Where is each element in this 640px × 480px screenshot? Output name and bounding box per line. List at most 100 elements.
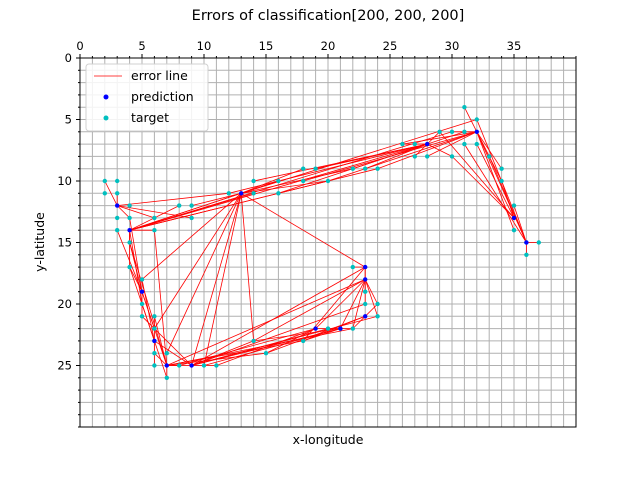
target-point — [301, 338, 306, 344]
target-point — [251, 178, 256, 184]
legend-label: error line — [131, 68, 188, 83]
target-point — [449, 154, 455, 159]
target-point — [449, 129, 455, 134]
target-point — [375, 166, 380, 171]
prediction-point — [127, 228, 132, 233]
error-line — [377, 131, 477, 170]
error-line — [129, 131, 453, 231]
prediction-point — [164, 363, 169, 368]
error-line — [154, 230, 168, 366]
y-tick-label: 25 — [57, 359, 72, 373]
prediction-point — [511, 215, 517, 221]
target-point — [102, 178, 108, 184]
target-point — [487, 154, 492, 159]
error-line — [352, 316, 366, 329]
legend-box — [85, 63, 209, 132]
x-tick-label: 5 — [138, 39, 145, 53]
error-line — [141, 192, 242, 280]
prediction-point — [239, 191, 244, 196]
target-point — [214, 363, 219, 368]
error-line — [216, 328, 316, 366]
target-point — [226, 191, 231, 196]
target-point — [462, 129, 467, 134]
y-tick-label: 10 — [57, 174, 72, 188]
error-line — [154, 340, 168, 378]
error-line — [464, 143, 527, 243]
error-line — [117, 205, 155, 219]
target-point — [263, 351, 269, 356]
error-line — [439, 131, 515, 219]
error-line — [116, 205, 130, 219]
error-line — [253, 143, 428, 182]
target-point — [301, 178, 306, 184]
target-point — [152, 326, 157, 331]
error-line — [451, 156, 515, 219]
target-point — [152, 314, 157, 319]
target-point — [325, 178, 331, 184]
error-line — [117, 192, 229, 206]
x-tick-label: 25 — [383, 39, 398, 53]
prediction-points — [115, 129, 529, 368]
target-point — [350, 166, 355, 171]
error-line — [191, 315, 378, 366]
target-point — [412, 141, 417, 147]
error-line — [191, 192, 242, 206]
target-point — [375, 314, 380, 319]
error-line — [241, 168, 353, 194]
error-line — [427, 143, 453, 157]
target-point — [425, 154, 430, 159]
prediction-point — [524, 240, 529, 245]
y-axis-label: y-latitude — [32, 212, 47, 272]
target-point — [276, 191, 281, 196]
error-line — [191, 266, 366, 366]
target-point — [251, 338, 256, 344]
error-line — [154, 340, 192, 366]
error-line — [364, 279, 378, 317]
target-point — [139, 277, 145, 282]
error-line — [129, 143, 428, 231]
error-line — [191, 193, 242, 366]
target-point — [462, 105, 467, 110]
target-point — [115, 191, 120, 196]
error-line — [365, 143, 428, 170]
error-line — [154, 193, 242, 329]
target-point — [276, 178, 281, 184]
error-line — [426, 131, 440, 145]
error-line — [364, 279, 378, 305]
target-point — [499, 166, 504, 171]
error-lines — [104, 107, 539, 378]
x-tick-label: 30 — [445, 39, 460, 53]
error-line — [129, 192, 242, 231]
y-tick-label: 15 — [57, 236, 72, 250]
x-tick-label: 10 — [197, 39, 212, 53]
error-line — [340, 279, 366, 329]
legend-swatch-prediction — [103, 94, 109, 100]
target-point — [474, 117, 479, 122]
error-line — [240, 192, 366, 268]
legend-swatch-target — [103, 115, 109, 121]
target-point — [152, 228, 157, 233]
error-line — [315, 279, 366, 329]
target-point — [363, 289, 368, 294]
error-line — [166, 279, 366, 366]
error-line — [240, 193, 254, 341]
target-point — [127, 240, 132, 245]
prediction-point — [152, 338, 157, 344]
target-point — [499, 178, 504, 184]
legend-label: target — [131, 110, 169, 125]
prediction-point — [363, 314, 368, 319]
error-line — [364, 303, 378, 317]
error-line — [265, 328, 316, 354]
chart-title: Errors of classification[200, 200, 200] — [192, 8, 465, 24]
target-point — [127, 264, 132, 270]
target-point — [536, 240, 541, 245]
error-line — [141, 291, 155, 329]
prediction-point — [363, 264, 368, 270]
target-point — [127, 203, 132, 208]
target-point — [164, 351, 169, 356]
target-point — [115, 228, 120, 233]
error-line — [327, 131, 477, 182]
error-line — [191, 303, 366, 366]
prediction-point — [425, 141, 430, 147]
error-line — [203, 193, 242, 366]
